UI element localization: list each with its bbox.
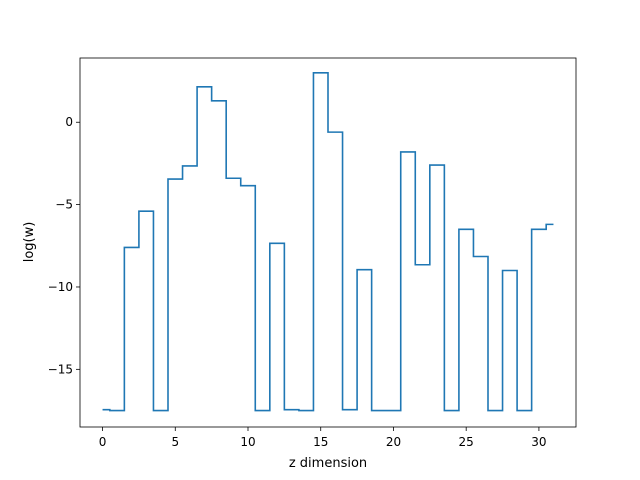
- x-tick-label: 0: [99, 435, 107, 449]
- x-tick-label: 5: [171, 435, 179, 449]
- x-axis-label: z dimension: [289, 456, 367, 471]
- y-axis-ticks: −15 −10 −5 0: [48, 115, 80, 376]
- x-tick-label: 30: [531, 435, 546, 449]
- series-line-0: [102, 72, 554, 412]
- x-tick-label: 15: [313, 435, 328, 449]
- y-axis-label: log(w): [22, 222, 37, 263]
- x-tick-label: 10: [240, 435, 255, 449]
- y-tick-label: −15: [48, 362, 73, 376]
- x-axis-ticks: 0 5 10 15 20 25 30: [99, 427, 547, 449]
- y-tick-label: 0: [65, 115, 73, 129]
- series-layer: [102, 72, 554, 412]
- y-tick-label: −10: [48, 280, 73, 294]
- axes-frame: [79, 57, 577, 428]
- x-tick-label: 20: [386, 435, 401, 449]
- y-tick-label: −5: [55, 198, 73, 212]
- x-tick-label: 25: [459, 435, 474, 449]
